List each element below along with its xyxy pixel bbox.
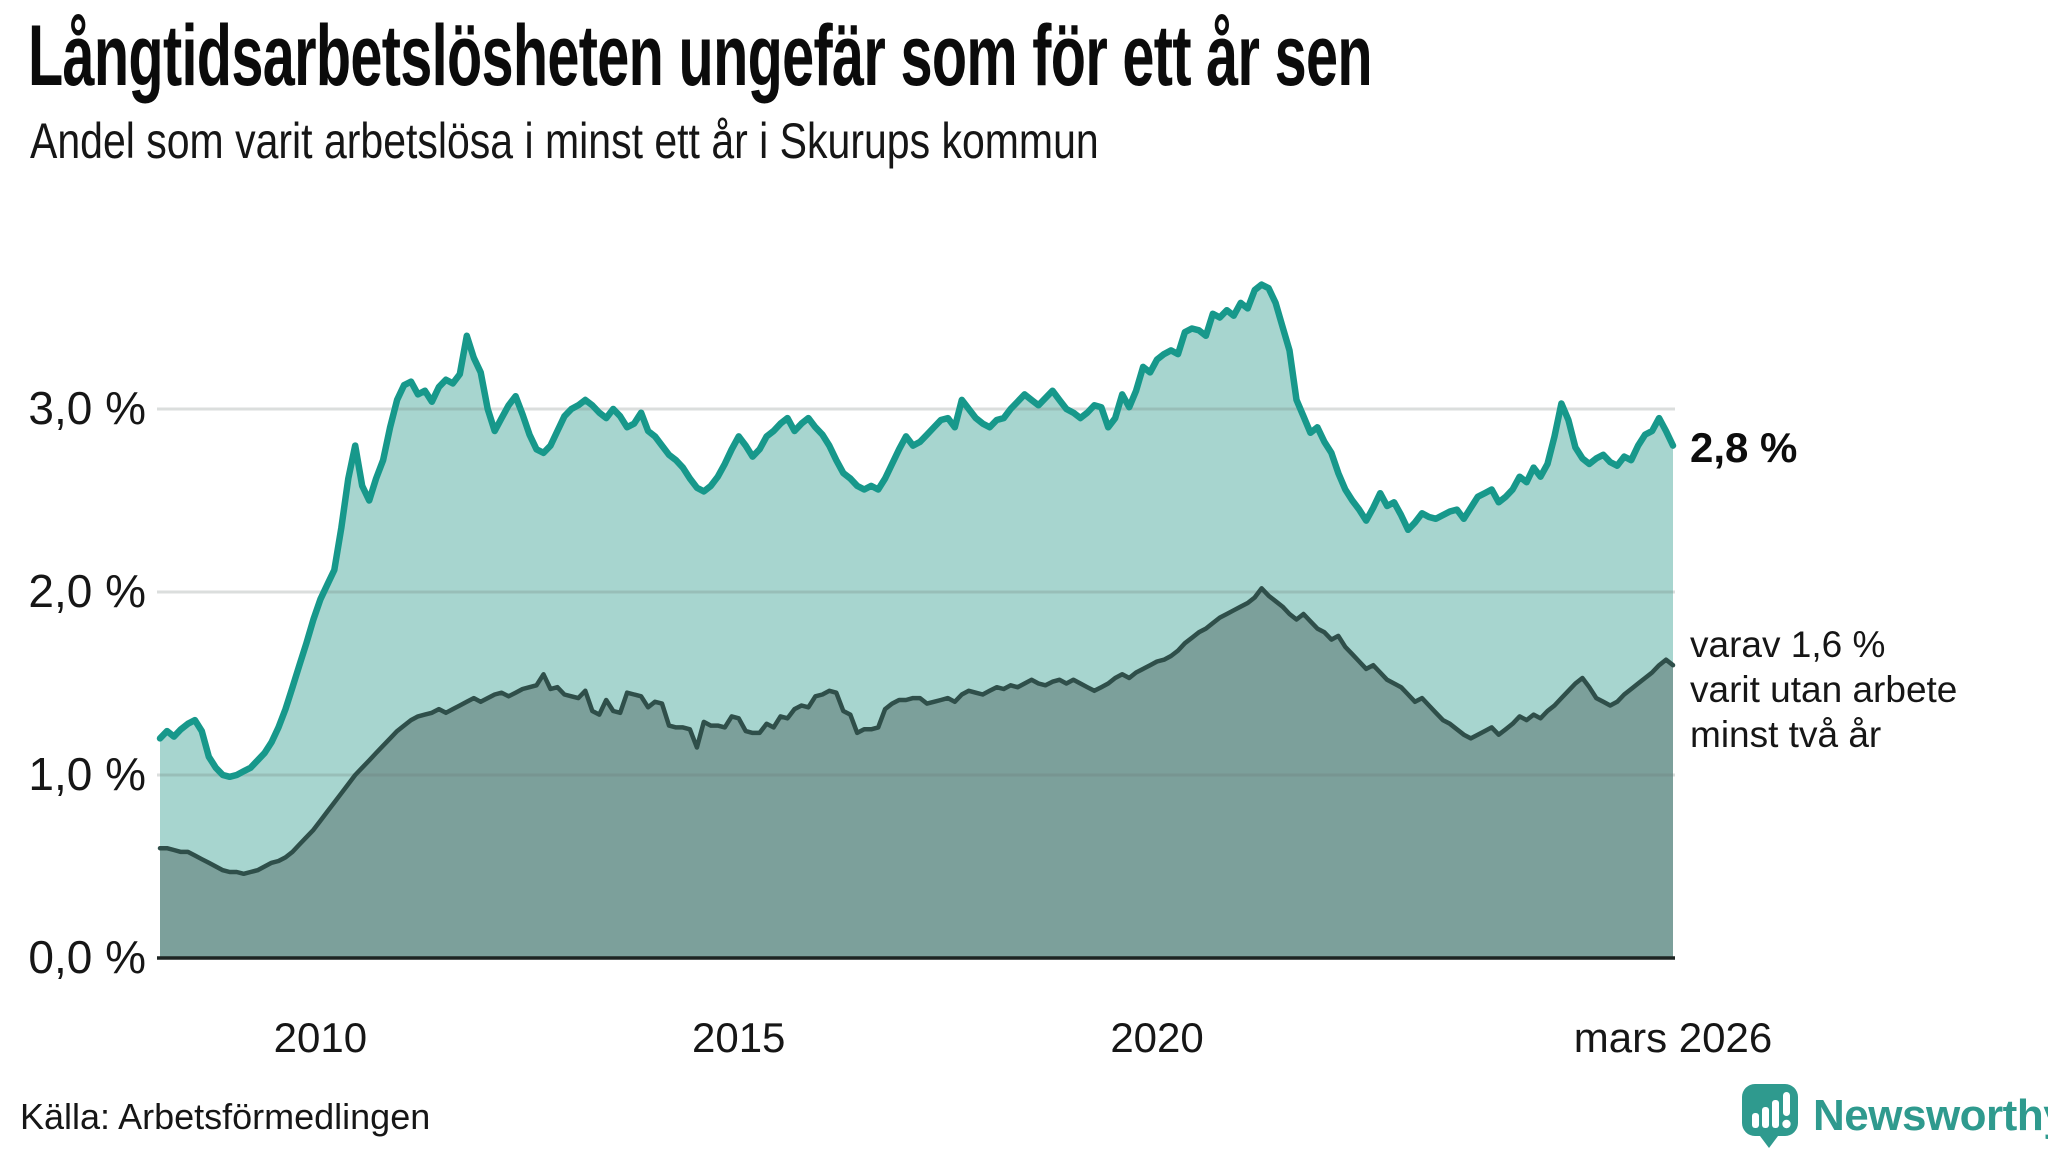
chart-subtitle: Andel som varit arbetslösa i minst ett å… [30, 113, 1099, 169]
x-axis-label: mars 2026 [1574, 1014, 1772, 1061]
x-axis-label: 2020 [1110, 1014, 1203, 1061]
newsworthy-bubble-icon [1742, 1084, 1798, 1148]
latest-value-label: 2,8 % [1690, 424, 1798, 471]
total-line [156, 281, 1677, 781]
chart-title: Långtidsarbetslösheten ungefär som för e… [28, 8, 1373, 104]
y-axis-label: 3,0 % [28, 382, 146, 434]
two-year-note: varav 1,6 % varit utan arbete minst två … [1690, 624, 1958, 755]
y-axis-label: 0,0 % [28, 931, 146, 983]
two-year-area [160, 588, 1673, 958]
x-axis-label: 2015 [692, 1014, 785, 1061]
newsworthy-wordmark: Newsworthy [1813, 1091, 2048, 1140]
y-axis-label: 1,0 % [28, 748, 146, 800]
two-year-line [157, 586, 1676, 877]
x-axis-label: 2010 [274, 1014, 367, 1061]
y-axis-label: 2,0 % [28, 565, 146, 617]
newsworthy-logo: Newsworthy [1742, 1084, 2048, 1148]
source-note: Källa: Arbetsförmedlingen [20, 1096, 431, 1137]
